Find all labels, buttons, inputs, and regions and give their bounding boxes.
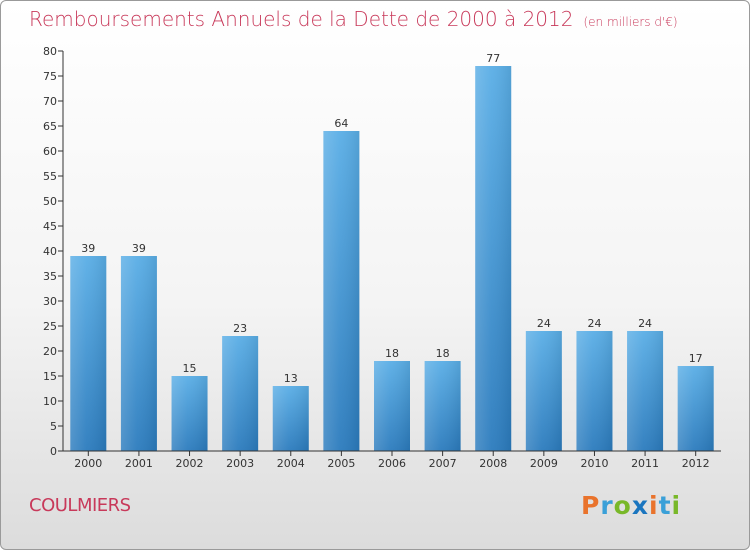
bar-shine [424, 361, 461, 451]
data-label: 24 [587, 317, 601, 330]
y-tick-label: 30 [43, 295, 57, 308]
bar-shine [576, 331, 613, 451]
bar-shine [525, 331, 562, 451]
data-label: 15 [183, 362, 197, 375]
data-label: 39 [132, 242, 146, 255]
bar-shine [70, 256, 107, 451]
y-tick-label: 55 [43, 170, 57, 183]
logo-letter: o [613, 491, 632, 520]
y-tick-label: 60 [43, 145, 57, 158]
data-label: 23 [233, 322, 247, 335]
data-label: 39 [81, 242, 95, 255]
bar-shine [627, 331, 664, 451]
y-tick-label: 20 [43, 345, 57, 358]
x-tick-label: 2000 [74, 457, 102, 470]
data-label: 18 [385, 347, 399, 360]
y-tick-label: 35 [43, 270, 57, 283]
title-text: Remboursements Annuels de la Dette de 20… [29, 7, 574, 31]
data-label: 18 [436, 347, 450, 360]
y-tick-label: 5 [50, 420, 57, 433]
y-tick-label: 10 [43, 395, 57, 408]
y-axis: 0 5 10 15 20 25 30 35 40 45 50 55 60 65 70 75 80 [43, 45, 64, 458]
chart-title: Remboursements Annuels de la Dette de 20… [29, 7, 678, 31]
x-axis: 2000 2001 2002 2003 2004 2005 2006 2007 2008 2009… [63, 450, 721, 470]
y-tick-label: 65 [43, 120, 57, 133]
data-label: 24 [638, 317, 652, 330]
data-label: 13 [284, 372, 298, 385]
x-tick-label: 2003 [226, 457, 254, 470]
x-tick-label: 2008 [479, 457, 507, 470]
bar-shine [222, 336, 259, 451]
logo-letter: x [631, 491, 649, 520]
bar-shine [323, 131, 360, 451]
y-tick-label: 70 [43, 95, 57, 108]
bar-shine [475, 66, 512, 451]
logo-letter: i [671, 491, 682, 520]
unit-label: (en milliers d'€) [583, 15, 678, 29]
y-tick-label: 80 [43, 45, 57, 58]
y-tick-label: 25 [43, 320, 57, 333]
x-tick-label: 2012 [682, 457, 710, 470]
proxiti-logo: Proxiti [581, 491, 681, 520]
data-label: 17 [689, 352, 703, 365]
data-label: 24 [537, 317, 551, 330]
bar-shine [677, 366, 714, 451]
y-tick-label: 50 [43, 195, 57, 208]
bar-shine [374, 361, 410, 451]
bar-shine [272, 386, 309, 451]
y-tick-label: 15 [43, 370, 57, 383]
data-label: 64 [334, 117, 348, 130]
x-tick-label: 2009 [530, 457, 558, 470]
bar-shine [120, 256, 157, 451]
y-tick-label: 75 [43, 70, 57, 83]
logo-letter: i [649, 491, 659, 520]
x-tick-label: 2011 [631, 457, 659, 470]
bars: 39 39 15 23 13 64 18 18 77 24 24 24 17 [70, 52, 714, 451]
x-tick-label: 2006 [378, 457, 406, 470]
logo-letter: r [600, 491, 614, 520]
commune-name: COULMIERS [29, 495, 131, 516]
bar-shine [171, 376, 208, 451]
logo-letter: t [658, 491, 672, 520]
x-tick-label: 2010 [580, 457, 608, 470]
y-tick-label: 40 [43, 245, 57, 258]
x-tick-label: 2004 [277, 457, 305, 470]
y-tick-label: 0 [50, 445, 57, 458]
y-tick-label: 45 [43, 220, 57, 233]
x-tick-label: 2007 [429, 457, 457, 470]
x-tick-label: 2001 [125, 457, 153, 470]
logo-letter: P [581, 491, 601, 520]
x-tick-label: 2002 [176, 457, 204, 470]
x-tick-label: 2005 [327, 457, 355, 470]
data-label: 77 [486, 52, 500, 65]
